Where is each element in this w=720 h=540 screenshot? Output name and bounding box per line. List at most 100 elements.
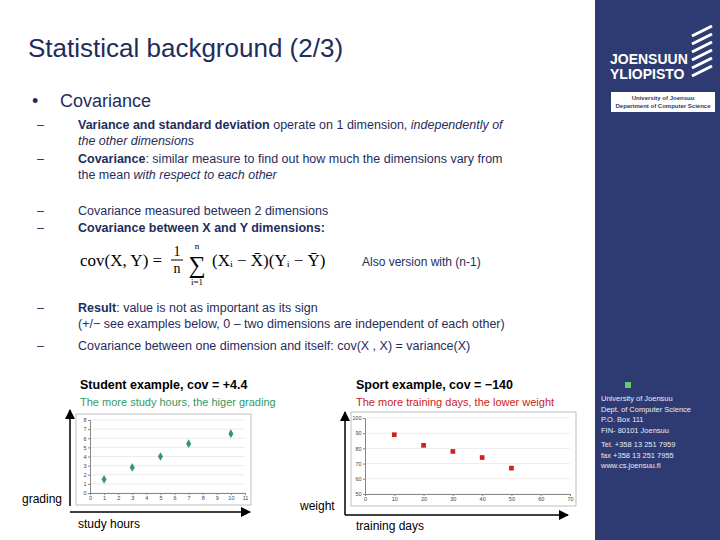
x-tick-label: 60 [538,496,544,502]
x-tick-label: 11 [243,495,249,501]
point [421,443,426,448]
x-tick: 11 [243,493,249,501]
unit-text: University of Joensuu [632,95,695,101]
y-tick-label: 7 [83,426,86,432]
chart-title: Sport example, cov = −140 [356,378,513,392]
unit-text: Department of Computer Science [615,103,711,109]
grid-line [90,447,245,448]
x-tick: 10 [228,493,234,501]
bullet: • [32,91,38,111]
y-tick: 8 [83,417,90,423]
logo-text: JOENSUUN [610,51,688,67]
items: –Variance and standard deviation operate… [37,118,505,353]
grid-line [90,474,245,475]
y-arrow [344,412,346,515]
grid-line [365,463,570,464]
contact-marker [625,382,631,388]
item-text: (+/− see examples below, 0 – two dimensi… [78,317,505,331]
item-line: Result: value is not as important as its… [78,301,318,315]
item-line: the other dimensions [78,134,194,148]
grid-line [365,448,570,449]
contact-text: fax +358 13 251 7955 [601,451,674,460]
x-tick: 40 [480,494,486,502]
sidebar: JOENSUUNYLIOPISTO University of Joensuu De… [595,0,720,540]
item-line: Covariance measured between 2 dimensions [78,204,328,218]
x-tick-label: 50 [509,496,515,502]
point [130,463,135,472]
y-tick-label: 8 [83,417,86,423]
x-axis-line [91,494,246,496]
y-tick: 100 [352,415,365,421]
x-tick-label: 3 [131,495,134,501]
y-tick-label: 60 [355,476,361,482]
item-dash: – [37,152,44,166]
x-tick-label: 10 [228,495,234,501]
x-tick-label: 30 [450,496,456,502]
grid-line [365,478,570,479]
y-axis: 0 1 2 3 4 5 6 7 8 [83,417,90,496]
y-tick: 70 [355,461,365,467]
x-tick-label: 20 [421,496,427,502]
grid-line [90,483,245,484]
x-tick-label: 0 [364,496,367,502]
y-tick: 5 [83,445,90,451]
slide-title: Statistical background (2/3) [28,33,343,63]
y-tick-mark [88,438,90,439]
formula-sum: ∑ [188,252,205,279]
y-tick: 3 [83,463,90,469]
formula-upper: n [195,241,200,251]
y-tick: 4 [83,454,90,460]
x-tick-label: 2 [117,495,120,501]
formula-lhs: cov(X, Y) = [80,251,162,270]
x-tick-label: 6 [174,495,177,501]
x-tick: 10 [392,494,398,502]
logo-stripe [692,26,712,36]
y-tick-mark [88,493,90,494]
point [158,452,163,461]
y-tick-label: 1 [83,481,86,487]
chart-subtitle: The more study hours, the higer grading [80,396,276,408]
logo-text: YLIOPISTO [610,66,685,82]
item-line: Covariance between X and Y dimensions: [78,221,325,235]
y-tick-mark [88,420,90,421]
y-tick-label: 70 [355,461,361,467]
y-tick-label: 6 [83,436,86,442]
x-tick: 0 [364,494,367,502]
x-tick-label: 70 [567,496,573,502]
x-tick: 60 [538,494,544,502]
y-tick: 2 [83,472,90,478]
point [451,449,456,454]
item-dash: – [37,118,44,132]
y-tick-label: 100 [352,415,361,421]
item-dash: – [37,204,44,218]
x-tick: 70 [567,494,573,502]
x-tick: 2 [117,493,120,501]
chart-frame [76,414,251,505]
grid-line [365,418,570,419]
x-tick-label: 4 [145,495,148,501]
x-tick: 9 [216,493,219,501]
y-axis: 5060708090100 [352,415,365,497]
grid-line [90,465,245,466]
point [228,429,233,438]
item-text: Covariance between one dimension and its… [78,339,470,353]
x-arrow [70,511,250,513]
slide: Statistical background (2/3)•Covariance–… [0,0,720,540]
grid-line [90,456,245,457]
formula-note: Also version with (n-1) [362,255,481,269]
chart: 5060708090100010203040506070Sport exampl… [299,378,576,533]
item-text: the other dimensions [78,134,194,148]
y-tick-label: 0 [83,490,86,496]
contact-text: Dept. of Computer Science [601,405,691,414]
contact-text: www.cs.joensuu.fi [600,461,661,470]
y-tick-mark [88,447,90,448]
contact-text: Tel. +358 13 251 7959 [601,440,675,449]
points [102,429,234,483]
x-tick: 6 [174,493,177,501]
x-tick: 1 [103,493,106,501]
x-axis: 0 10 20 30 40 50 60 70 [364,494,574,502]
y-tick: 1 [83,481,90,487]
y-tick-label: 2 [83,472,86,478]
y-tick-mark [88,457,90,458]
y-tick-mark [363,479,365,480]
